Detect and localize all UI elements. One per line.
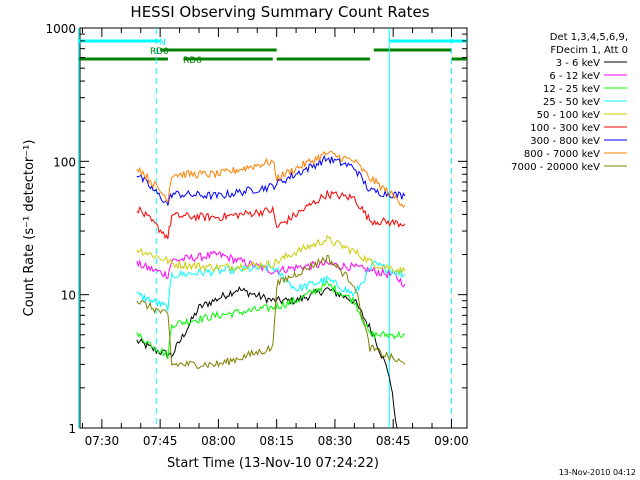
x-tick-label: 09:00 <box>434 434 469 448</box>
legend-label: 100 - 300 keV <box>530 123 600 134</box>
series-line <box>136 254 406 369</box>
series-line <box>136 190 406 240</box>
x-tick-label: 08:45 <box>376 434 411 448</box>
flag-label: RD6 <box>183 56 202 66</box>
x-tick-label: 07:30 <box>85 434 120 448</box>
x-tick-label: 08:30 <box>318 434 353 448</box>
x-axis-label: Start Time (13-Nov-10 07:24:22) <box>167 456 379 471</box>
series-line <box>136 234 406 275</box>
flag-label: RD0 <box>150 47 169 57</box>
legend-label: 7000 - 20000 keV <box>511 162 600 173</box>
y-tick-label: 1 <box>68 422 76 436</box>
series-lines <box>136 150 406 429</box>
series-line <box>136 285 398 429</box>
legend-label: 12 - 25 keV <box>543 84 600 95</box>
flag-label: N <box>159 38 166 48</box>
footer-date: 13-Nov-2010 04:12 <box>559 468 636 477</box>
legend: Det 1,3,4,5,6,9, FDecim 1, Att 0 3 - 6 keV… <box>511 32 628 173</box>
series-line <box>136 154 406 206</box>
y-axis-label: Count Rate (s⁻¹ detector⁻¹) <box>22 140 37 317</box>
legend-label: 25 - 50 keV <box>543 97 600 108</box>
x-tick-label: 08:15 <box>259 434 294 448</box>
plot-frame <box>79 27 468 429</box>
legend-header: Det 1,3,4,5,6,9, <box>550 32 628 43</box>
legend-label: 800 - 7000 keV <box>524 149 600 160</box>
chart-title: HESSI Observing Summary Count Rates <box>130 3 429 21</box>
legend-label: 6 - 12 keV <box>549 71 600 82</box>
x-tick-label: 07:45 <box>143 434 178 448</box>
x-axis-ticks: 07:30 07:45 08:00 08:15 08:30 08:45 09:00 <box>81 28 469 448</box>
time-markers <box>78 28 452 428</box>
series-line <box>136 280 406 360</box>
legend-header: FDecim 1, Att 0 <box>550 45 628 56</box>
x-tick-label: 08:00 <box>201 434 236 448</box>
series-line <box>136 250 406 288</box>
series-line <box>136 150 406 209</box>
y-axis-ticks: 1 10 100 1000 <box>45 22 467 436</box>
legend-label: 3 - 6 keV <box>556 58 600 69</box>
legend-label: 300 - 800 keV <box>530 136 600 147</box>
y-tick-label: 1000 <box>45 22 76 36</box>
legend-label: 50 - 100 keV <box>537 110 601 121</box>
y-tick-label: 10 <box>61 289 76 303</box>
y-tick-label: 100 <box>53 155 76 169</box>
